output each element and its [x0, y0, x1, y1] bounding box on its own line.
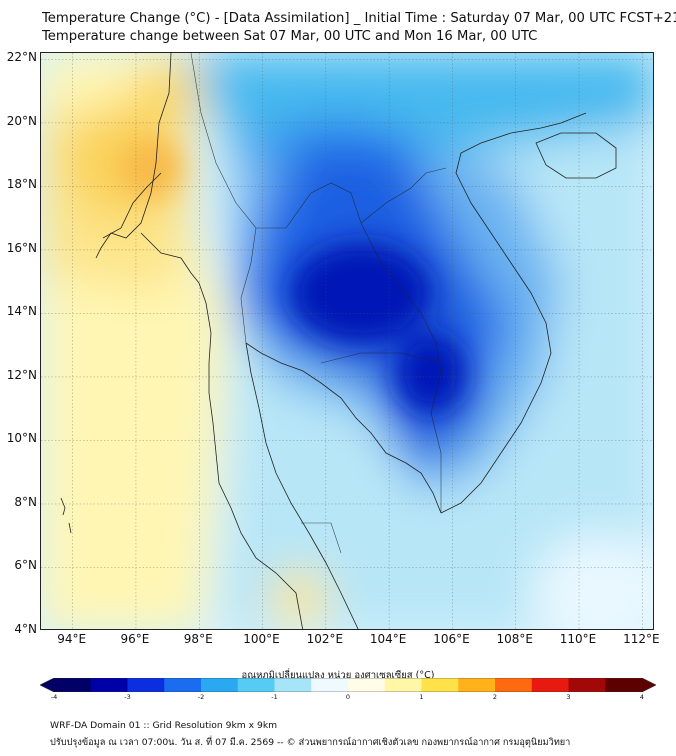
colorbar	[40, 678, 656, 692]
lon-tick-label: 110°E	[559, 632, 597, 646]
lat-tick-label: 18°N	[6, 177, 37, 192]
colorbar-segment	[164, 678, 178, 692]
colorbar-segment	[176, 678, 190, 692]
lon-tick-label: 98°E	[183, 632, 213, 646]
colorbar-segment	[188, 678, 202, 692]
colorbar-segment	[409, 678, 423, 692]
colorbar-segment	[78, 678, 92, 692]
colorbar-segment	[213, 678, 227, 692]
lon-tick-label: 94°E	[57, 632, 87, 646]
colorbar-min-extension	[40, 678, 54, 692]
country-borders	[190, 53, 447, 554]
colorbar-max-extension	[642, 678, 656, 692]
lon-tick-label: 112°E	[623, 632, 660, 646]
footer-model-info: WRF-DA Domain 01 :: Grid Resolution 9km …	[50, 720, 278, 731]
map-subtitle: Temperature change between Sat 07 Mar, 0…	[42, 29, 538, 44]
colorbar-segment	[495, 678, 508, 692]
colorbar-segment	[384, 678, 398, 692]
colorbar-segment	[531, 678, 545, 692]
colorbar-segment	[617, 678, 631, 692]
colorbar-segment	[127, 678, 141, 692]
colorbar-tick-label: -2	[197, 693, 205, 701]
colorbar-segment	[397, 678, 410, 692]
lon-tick-label: 102°E	[306, 632, 344, 646]
colorbar-segment	[482, 678, 496, 692]
colorbar-segment	[605, 678, 619, 692]
lat-tick-label: 6°N	[14, 558, 37, 573]
colorbar-segment	[115, 678, 129, 692]
gridlines	[41, 53, 653, 629]
temperature-change-map	[40, 52, 654, 630]
colorbar-segment	[629, 678, 643, 692]
lon-tick-label: 104°E	[369, 632, 407, 646]
coastlines	[60, 53, 617, 629]
colorbar-segment	[568, 678, 582, 692]
colorbar-tick-label: 2	[492, 693, 498, 701]
lat-tick-label: 8°N	[14, 494, 37, 509]
colorbar-segment	[201, 678, 214, 692]
colorbar-tick-label: -1	[271, 693, 278, 701]
colorbar-segment	[335, 678, 349, 692]
colorbar-segment	[556, 678, 570, 692]
colorbar-tick-label: 0	[345, 693, 351, 701]
colorbar-segment	[66, 678, 80, 692]
colorbar-segment	[90, 678, 104, 692]
colorbar-tick-label: 3	[566, 693, 571, 701]
colorbar-segment	[274, 678, 288, 692]
colorbar-segment	[323, 678, 337, 692]
footer-credit: ปรับปรุงข้อมูล ณ เวลา 07:00น. วัน ส. ที่…	[50, 737, 571, 748]
colorbar-segment	[299, 678, 312, 692]
colorbar-segment	[54, 678, 67, 692]
colorbar-tick-label: 4	[639, 693, 645, 701]
colorbar-segment	[152, 678, 165, 692]
colorbar-title: อุณหภูมิเปลี่ยนแปลง หน่วย องศาเซลเซียส (…	[241, 670, 435, 681]
colorbar-segment	[446, 678, 459, 692]
colorbar-segment	[348, 678, 361, 692]
lat-tick-label: 16°N	[6, 240, 37, 255]
lat-tick-label: 10°N	[6, 431, 37, 446]
colorbar-tick-label: -4	[50, 693, 58, 701]
colorbar-segment	[360, 678, 374, 692]
colorbar-segment	[470, 678, 484, 692]
map-title: Temperature Change (°C) - [Data Assimila…	[42, 11, 676, 26]
lat-tick-label: 12°N	[6, 367, 37, 382]
colorbar-segment	[421, 678, 435, 692]
colorbar-tick-label: 1	[419, 693, 424, 701]
colorbar-segment	[544, 678, 557, 692]
colorbar-segment	[311, 678, 325, 692]
colorbar-segment	[519, 678, 533, 692]
lat-tick-label: 22°N	[6, 50, 37, 65]
colorbar-segment	[507, 678, 521, 692]
lon-tick-label: 108°E	[496, 632, 533, 646]
lat-tick-label: 4°N	[14, 622, 37, 636]
colorbar-segment	[262, 678, 276, 692]
colorbar-segment	[139, 678, 153, 692]
colorbar-segment	[286, 678, 300, 692]
colorbar-segment	[237, 678, 251, 692]
colorbar-segment	[372, 678, 386, 692]
lon-tick-label: 96°E	[120, 632, 150, 646]
lon-tick-label: 106°E	[433, 632, 470, 646]
colorbar-segment	[580, 678, 594, 692]
lat-tick-label: 20°N	[6, 113, 37, 128]
colorbar-segment	[225, 678, 239, 692]
map-field	[41, 53, 653, 629]
colorbar-segment	[433, 678, 447, 692]
lat-tick-label: 14°N	[6, 304, 37, 319]
colorbar-segment	[250, 678, 263, 692]
colorbar-tick-label: -3	[124, 693, 131, 701]
colorbar-segment	[458, 678, 472, 692]
lon-tick-label: 100°E	[243, 632, 280, 646]
colorbar-segment	[593, 678, 606, 692]
colorbar-segment	[103, 678, 116, 692]
